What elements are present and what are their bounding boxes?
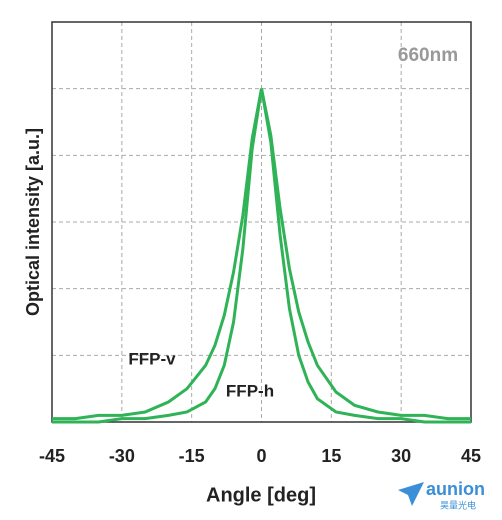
x-tick-label: -30	[109, 446, 135, 466]
series-label: FFP-h	[226, 381, 274, 400]
x-tick-label: 45	[461, 446, 481, 466]
x-tick-label: 15	[321, 446, 341, 466]
watermark-brand: aunion	[426, 479, 485, 499]
y-axis-label: Optical intensity [a.u.]	[23, 128, 43, 316]
series-line	[52, 88, 471, 424]
plot-frame	[51, 21, 472, 423]
wavelength-annotation: 660nm	[398, 45, 458, 66]
x-axis-label: Angle [deg]	[206, 484, 316, 506]
series-label: FFP-v	[128, 349, 176, 368]
x-tick-label: 30	[391, 446, 411, 466]
x-tick-label: 0	[256, 446, 266, 466]
watermark-logo	[398, 482, 424, 506]
x-tick-label: -15	[179, 446, 205, 466]
watermark: aunion 昊量光电	[398, 479, 485, 510]
watermark-subtitle: 昊量光电	[440, 499, 476, 510]
x-tick-label: -45	[39, 446, 65, 466]
